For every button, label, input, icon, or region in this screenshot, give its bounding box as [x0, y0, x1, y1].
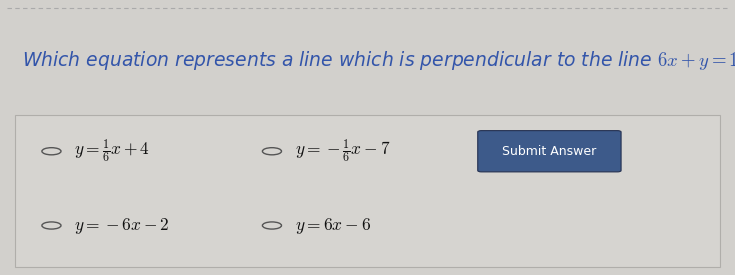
Text: $y = -\frac{1}{6}x - 7$: $y = -\frac{1}{6}x - 7$ [295, 138, 390, 165]
FancyBboxPatch shape [15, 116, 720, 267]
Text: $y = 6x - 6$: $y = 6x - 6$ [295, 216, 371, 235]
FancyBboxPatch shape [478, 131, 621, 172]
Text: Which equation represents a line which is perpendicular to the line $6x + y = 1$: Which equation represents a line which i… [22, 49, 735, 72]
Text: $y = \frac{1}{6}x + 4$: $y = \frac{1}{6}x + 4$ [74, 138, 150, 165]
Text: $y = -6x - 2$: $y = -6x - 2$ [74, 216, 170, 235]
Text: Submit Answer: Submit Answer [502, 145, 597, 158]
